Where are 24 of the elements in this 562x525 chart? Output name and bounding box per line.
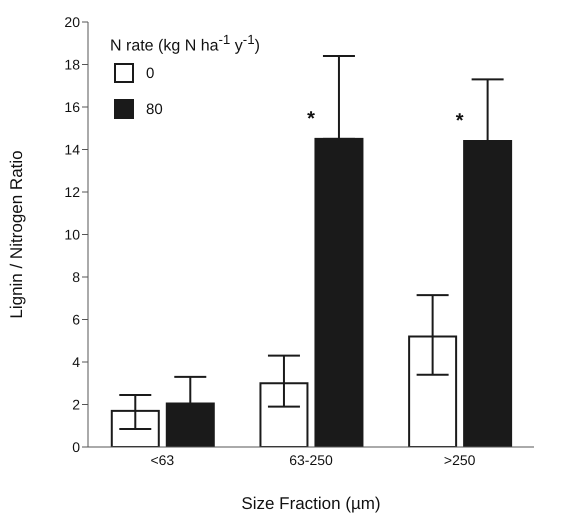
- x-tick-label: >250: [444, 452, 476, 468]
- y-tick-label: 14: [64, 141, 80, 158]
- y-tick-label: 2: [72, 396, 80, 412]
- legend-label: 80: [146, 100, 163, 118]
- legend-title: N rate (kg N ha$^{-1}$ y$^{-1}$): [110, 32, 260, 56]
- y-tick-label: 18: [64, 56, 80, 72]
- y-tick-label: 0: [72, 438, 80, 455]
- y-axis-title: Lignin / Nitrogen Ratio: [7, 150, 26, 319]
- y-tick-label: 4: [72, 354, 80, 370]
- annotation: *: [456, 110, 464, 132]
- y-tick-label: 8: [72, 268, 80, 285]
- bar: [463, 140, 512, 447]
- y-tick-label: 16: [64, 98, 80, 115]
- y-tick-label: 20: [64, 14, 80, 30]
- x-axis-title: Size Fraction (µm): [241, 494, 381, 513]
- x-tick-label: <63: [150, 452, 174, 468]
- x-tick-label: 63-250: [289, 452, 334, 468]
- y-tick-label: 12: [64, 184, 80, 200]
- annotation: *: [307, 108, 316, 130]
- bar: [314, 138, 364, 447]
- y-tick-label: 6: [72, 311, 80, 328]
- y-tick-label: 10: [64, 226, 80, 242]
- bar: [166, 402, 215, 447]
- legend-label: 0: [146, 64, 154, 82]
